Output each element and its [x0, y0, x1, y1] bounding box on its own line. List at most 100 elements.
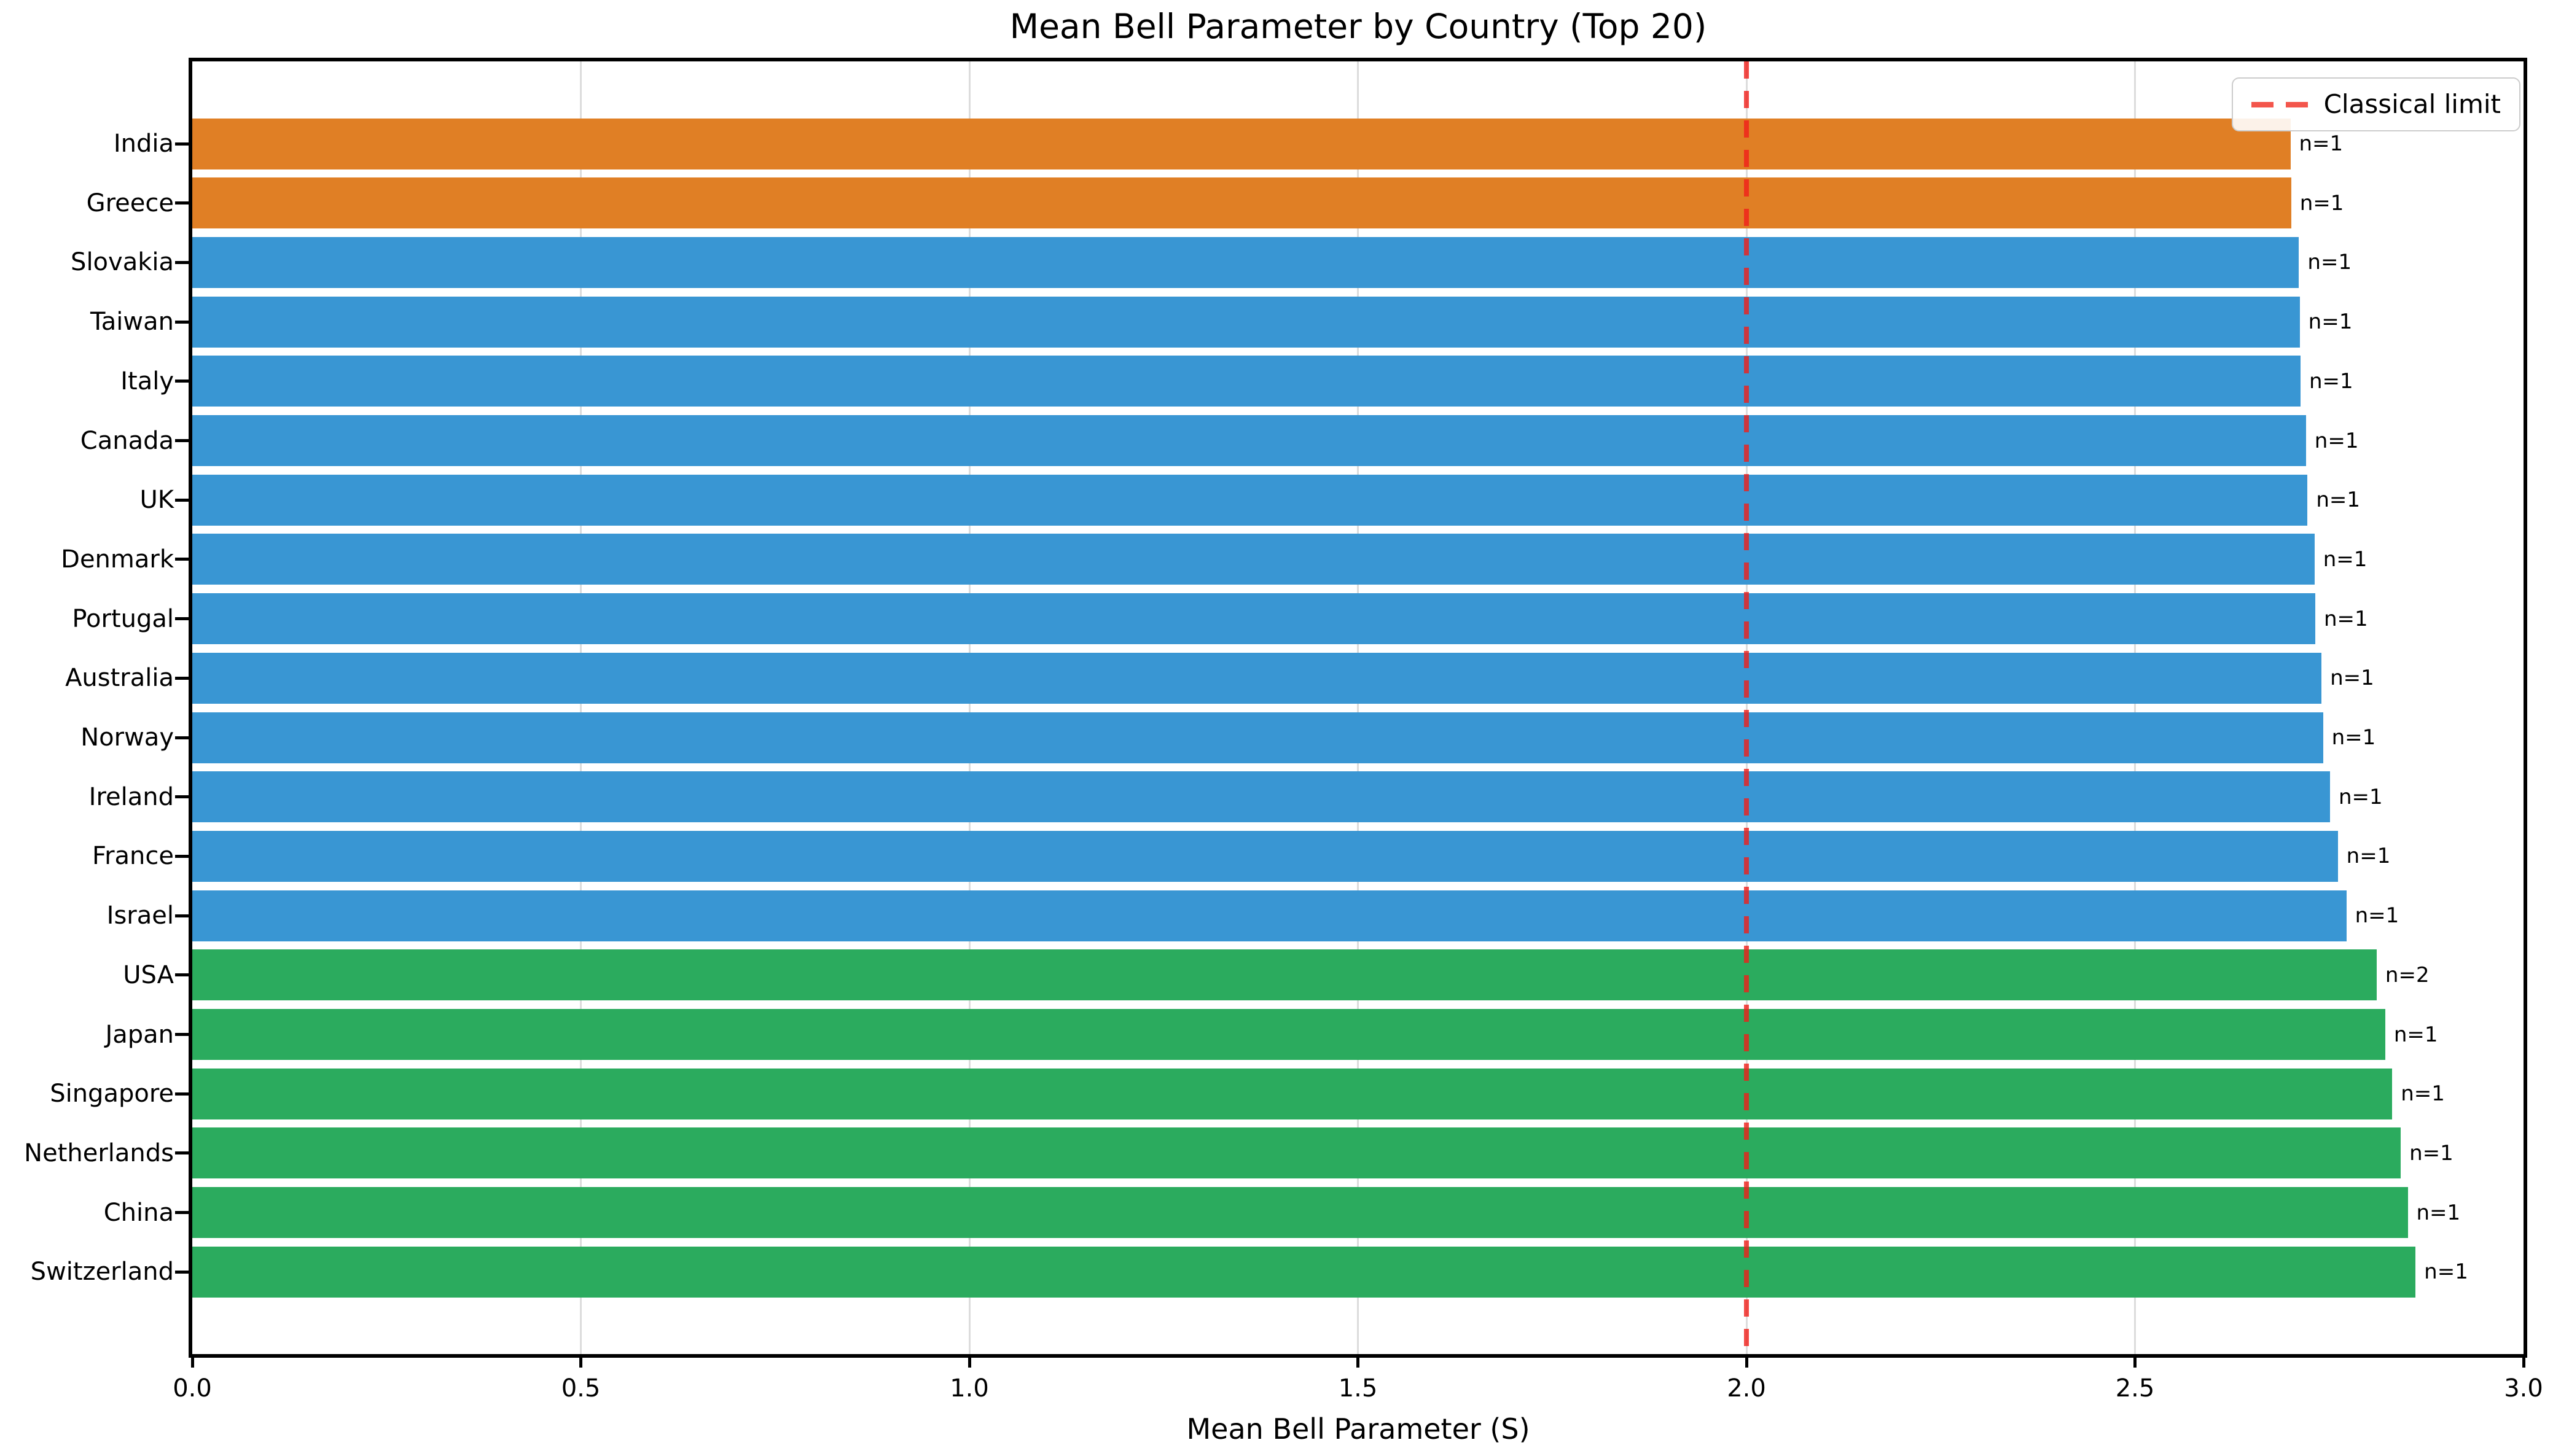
bar-count-label: n=1 — [2307, 250, 2352, 275]
bar-slovakia — [192, 236, 2299, 288]
x-tick-mark — [190, 1354, 194, 1368]
bar-count-label: n=1 — [2416, 1200, 2461, 1225]
y-tick-label: China — [103, 1198, 174, 1227]
y-tick-label: Switzerland — [30, 1258, 174, 1287]
y-tick-mark — [175, 201, 189, 205]
bar-netherlands — [192, 1127, 2401, 1179]
y-tick-mark — [175, 380, 189, 383]
bar-canada — [192, 415, 2306, 466]
bar-taiwan — [192, 296, 2300, 348]
y-tick-mark — [175, 973, 189, 977]
x-tick-label: 0.0 — [173, 1374, 212, 1403]
y-tick-label: UK — [139, 486, 174, 515]
x-tick-label: 2.5 — [2115, 1374, 2155, 1403]
bar-usa — [192, 949, 2377, 1001]
y-tick-label: India — [113, 130, 174, 158]
chart-title: Mean Bell Parameter by Country (Top 20) — [1009, 7, 1707, 46]
y-tick-mark — [175, 1211, 189, 1215]
y-tick-mark — [175, 854, 189, 858]
y-tick-label: Portugal — [72, 604, 174, 633]
bar-count-label: n=1 — [2346, 844, 2391, 869]
x-tick-mark — [1356, 1354, 1359, 1368]
bar-count-label: n=1 — [2299, 131, 2344, 156]
bar-count-label: n=1 — [2299, 190, 2344, 216]
bar-denmark — [192, 534, 2315, 585]
bar-australia — [192, 652, 2322, 704]
bar-count-label: n=1 — [2331, 725, 2376, 750]
y-tick-mark — [175, 320, 189, 324]
gridline — [968, 61, 971, 1354]
x-tick-label: 1.0 — [950, 1374, 989, 1403]
bar-count-label: n=1 — [2330, 666, 2374, 691]
x-tick-label: 1.5 — [1338, 1374, 1378, 1403]
y-tick-label: Canada — [80, 426, 174, 455]
y-tick-mark — [175, 558, 189, 561]
bar-count-label: n=1 — [2316, 488, 2360, 513]
x-tick-label: 3.0 — [2504, 1374, 2543, 1403]
bar-ireland — [192, 771, 2330, 823]
bar-count-label: n=2 — [2385, 962, 2430, 987]
x-tick-mark — [2133, 1354, 2137, 1368]
x-tick-mark — [968, 1354, 971, 1368]
bar-count-label: n=1 — [2323, 547, 2367, 572]
y-tick-label: France — [92, 842, 174, 871]
bar-count-label: n=1 — [2409, 1140, 2453, 1166]
bar-count-label: n=1 — [2339, 784, 2383, 809]
bar-norway — [192, 712, 2323, 763]
gridline — [580, 61, 582, 1354]
y-tick-label: Denmark — [61, 545, 174, 574]
y-tick-mark — [175, 1270, 189, 1274]
x-tick-label: 0.5 — [561, 1374, 601, 1403]
bar-italy — [192, 356, 2301, 407]
y-tick-label: Australia — [65, 664, 174, 693]
y-tick-label: USA — [123, 960, 174, 989]
y-tick-mark — [175, 617, 189, 621]
x-tick-mark — [2522, 1354, 2525, 1368]
y-tick-mark — [175, 1092, 189, 1096]
y-tick-mark — [175, 736, 189, 739]
y-tick-label: Taiwan — [90, 308, 174, 337]
x-axis-label: Mean Bell Parameter (S) — [1186, 1412, 1530, 1446]
y-tick-label: Israel — [106, 901, 174, 930]
bar-china — [192, 1187, 2408, 1239]
bar-israel — [192, 890, 2347, 941]
x-tick-mark — [579, 1354, 582, 1368]
bar-count-label: n=1 — [2393, 1022, 2438, 1047]
y-tick-label: Norway — [80, 723, 174, 752]
y-tick-mark — [175, 676, 189, 680]
bar-count-label: n=1 — [2323, 606, 2368, 631]
y-tick-mark — [175, 1151, 189, 1155]
y-tick-label: Netherlands — [24, 1139, 174, 1167]
y-tick-label: Slovakia — [71, 248, 174, 277]
x-tick-label: 2.0 — [1727, 1374, 1766, 1403]
bar-india — [192, 118, 2291, 169]
classical-limit-line — [1744, 61, 1749, 1354]
y-tick-mark — [175, 142, 189, 146]
bar-japan — [192, 1009, 2385, 1060]
y-tick-mark — [175, 498, 189, 502]
y-tick-label: Singapore — [50, 1080, 174, 1108]
y-tick-label: Greece — [86, 189, 174, 217]
legend-dashed-line-icon — [2251, 101, 2308, 107]
bar-france — [192, 830, 2338, 882]
bar-count-label: n=1 — [2309, 368, 2353, 394]
y-tick-mark — [175, 914, 189, 917]
bar-uk — [192, 474, 2308, 526]
y-tick-label: Ireland — [88, 782, 174, 811]
bar-count-label: n=1 — [2355, 903, 2399, 928]
bar-switzerland — [192, 1246, 2416, 1298]
bar-count-label: n=1 — [2314, 428, 2359, 453]
bar-singapore — [192, 1068, 2393, 1119]
bar-portugal — [192, 593, 2315, 645]
y-tick-mark — [175, 439, 189, 442]
y-tick-mark — [175, 1033, 189, 1036]
x-tick-mark — [1745, 1354, 1748, 1368]
gridline — [2134, 61, 2136, 1354]
gridline — [1357, 61, 1359, 1354]
bar-greece — [192, 177, 2291, 229]
bar-count-label: n=1 — [2401, 1081, 2445, 1107]
legend-label: Classical limit — [2323, 89, 2501, 119]
y-tick-mark — [175, 260, 189, 264]
bar-count-label: n=1 — [2308, 309, 2353, 335]
y-tick-mark — [175, 795, 189, 799]
